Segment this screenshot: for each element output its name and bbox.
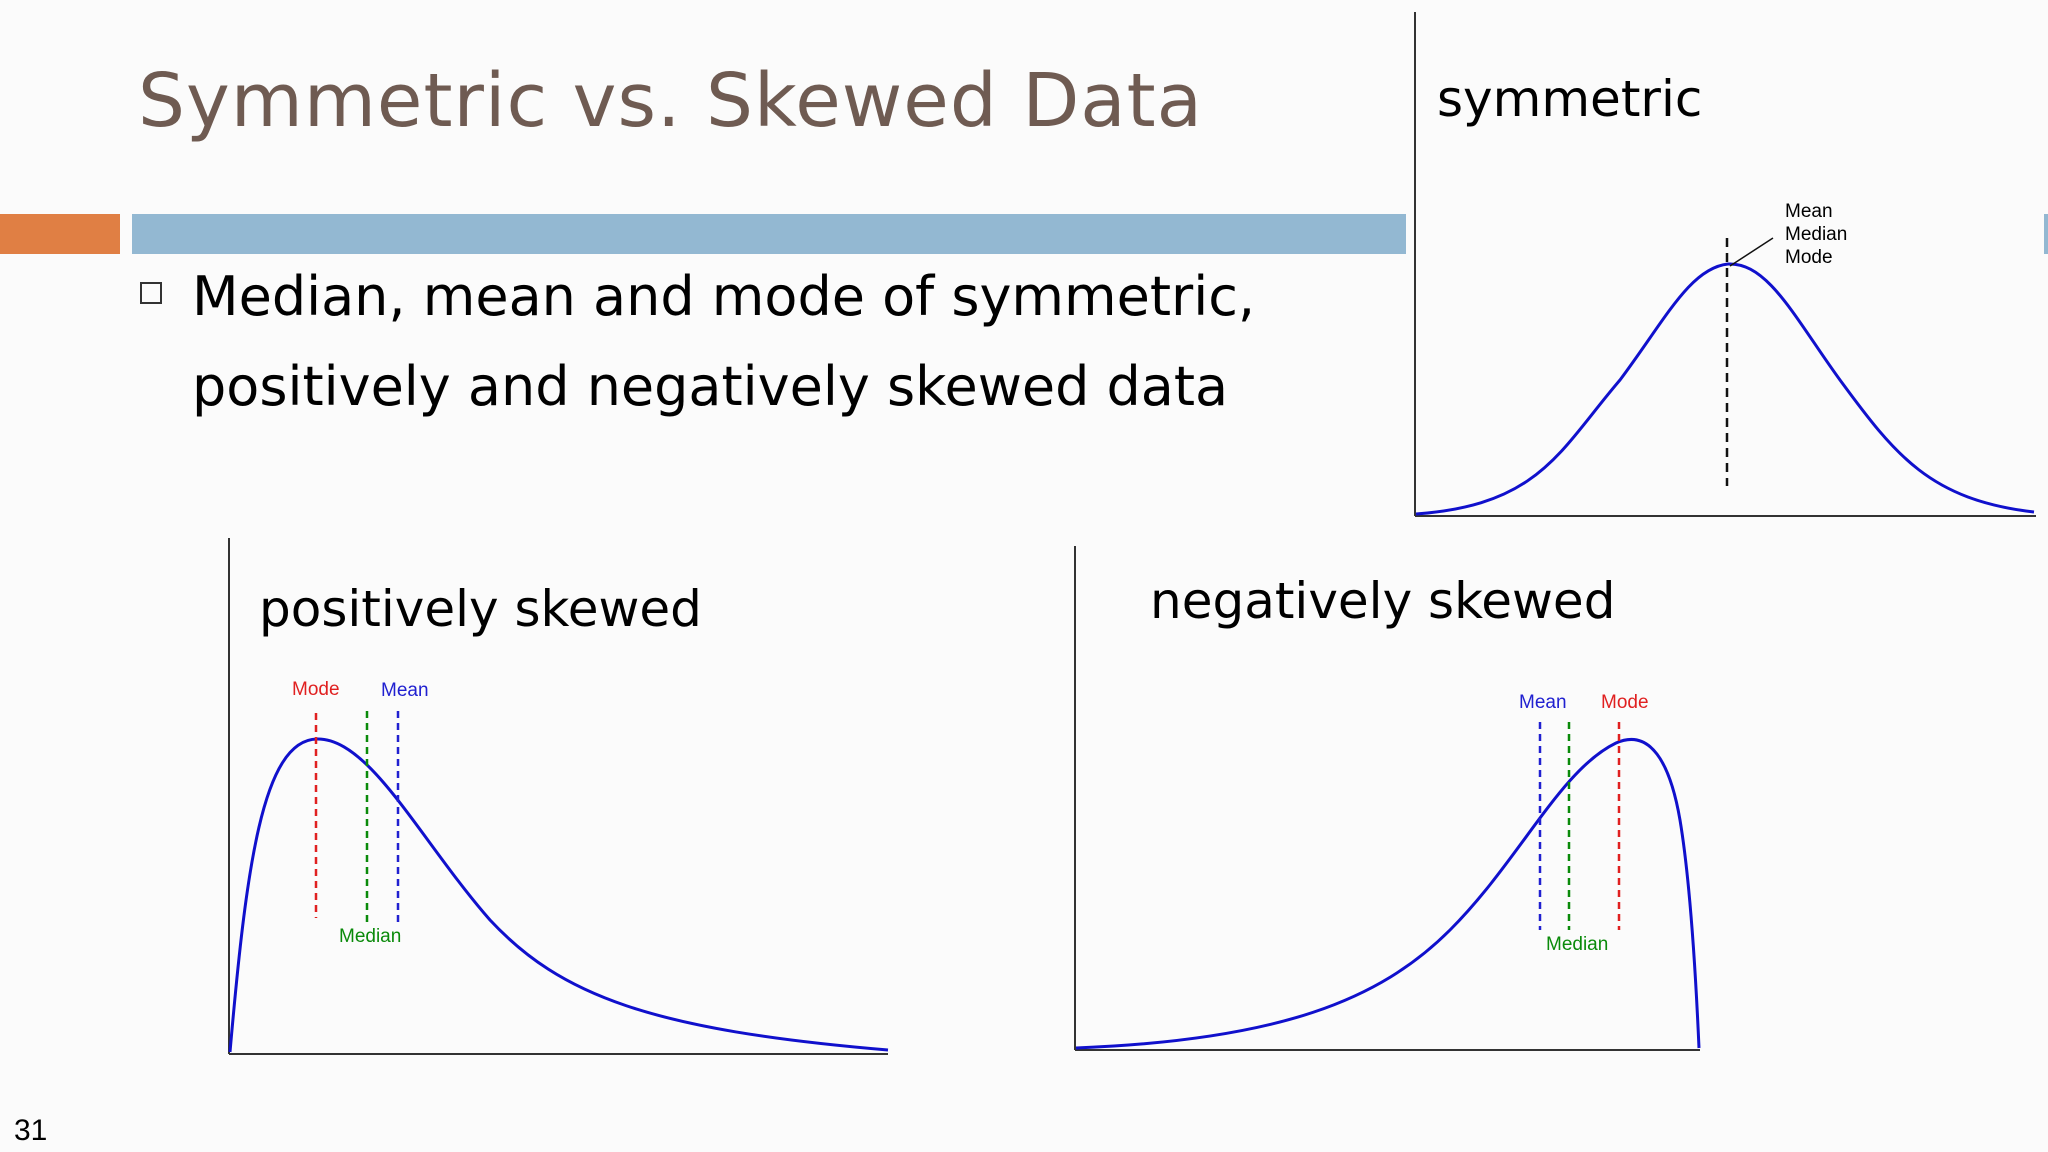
symmetric-label-mean: Mean	[1785, 201, 1833, 222]
title-underline-bar	[132, 214, 1406, 254]
symmetric-curve	[1415, 262, 2035, 516]
negative-chart: Mean Mode Median	[1074, 546, 1701, 1051]
bullet-square-icon	[140, 282, 162, 304]
bullet-text: Median, mean and mode of symmetric, posi…	[192, 265, 1256, 418]
positive-chart: Mode Mean Median	[228, 538, 889, 1055]
positive-mode-label: Mode	[292, 679, 340, 700]
slide-title: Symmetric vs. Skewed Data	[138, 58, 1204, 144]
positive-curve	[228, 737, 889, 1053]
negative-mode-label: Mode	[1601, 692, 1649, 713]
negative-median-label: Median	[1546, 934, 1608, 955]
symmetric-chart-title: symmetric	[1437, 70, 1703, 128]
symmetric-chart: Mean Median Mode	[1414, 12, 2036, 517]
accent-bar	[0, 214, 120, 254]
negative-curve	[1075, 737, 1701, 1050]
positive-mean-label: Mean	[381, 680, 429, 701]
positive-chart-title: positively skewed	[259, 580, 702, 638]
symmetric-label-mode: Mode	[1785, 247, 1833, 268]
negative-mean-label: Mean	[1519, 692, 1567, 713]
positive-median-label: Median	[339, 926, 401, 947]
negative-chart-title: negatively skewed	[1150, 572, 1616, 630]
page-number: 31	[14, 1114, 48, 1147]
symmetric-label-median: Median	[1785, 224, 1847, 245]
symmetric-label-pointer	[1729, 237, 1774, 267]
